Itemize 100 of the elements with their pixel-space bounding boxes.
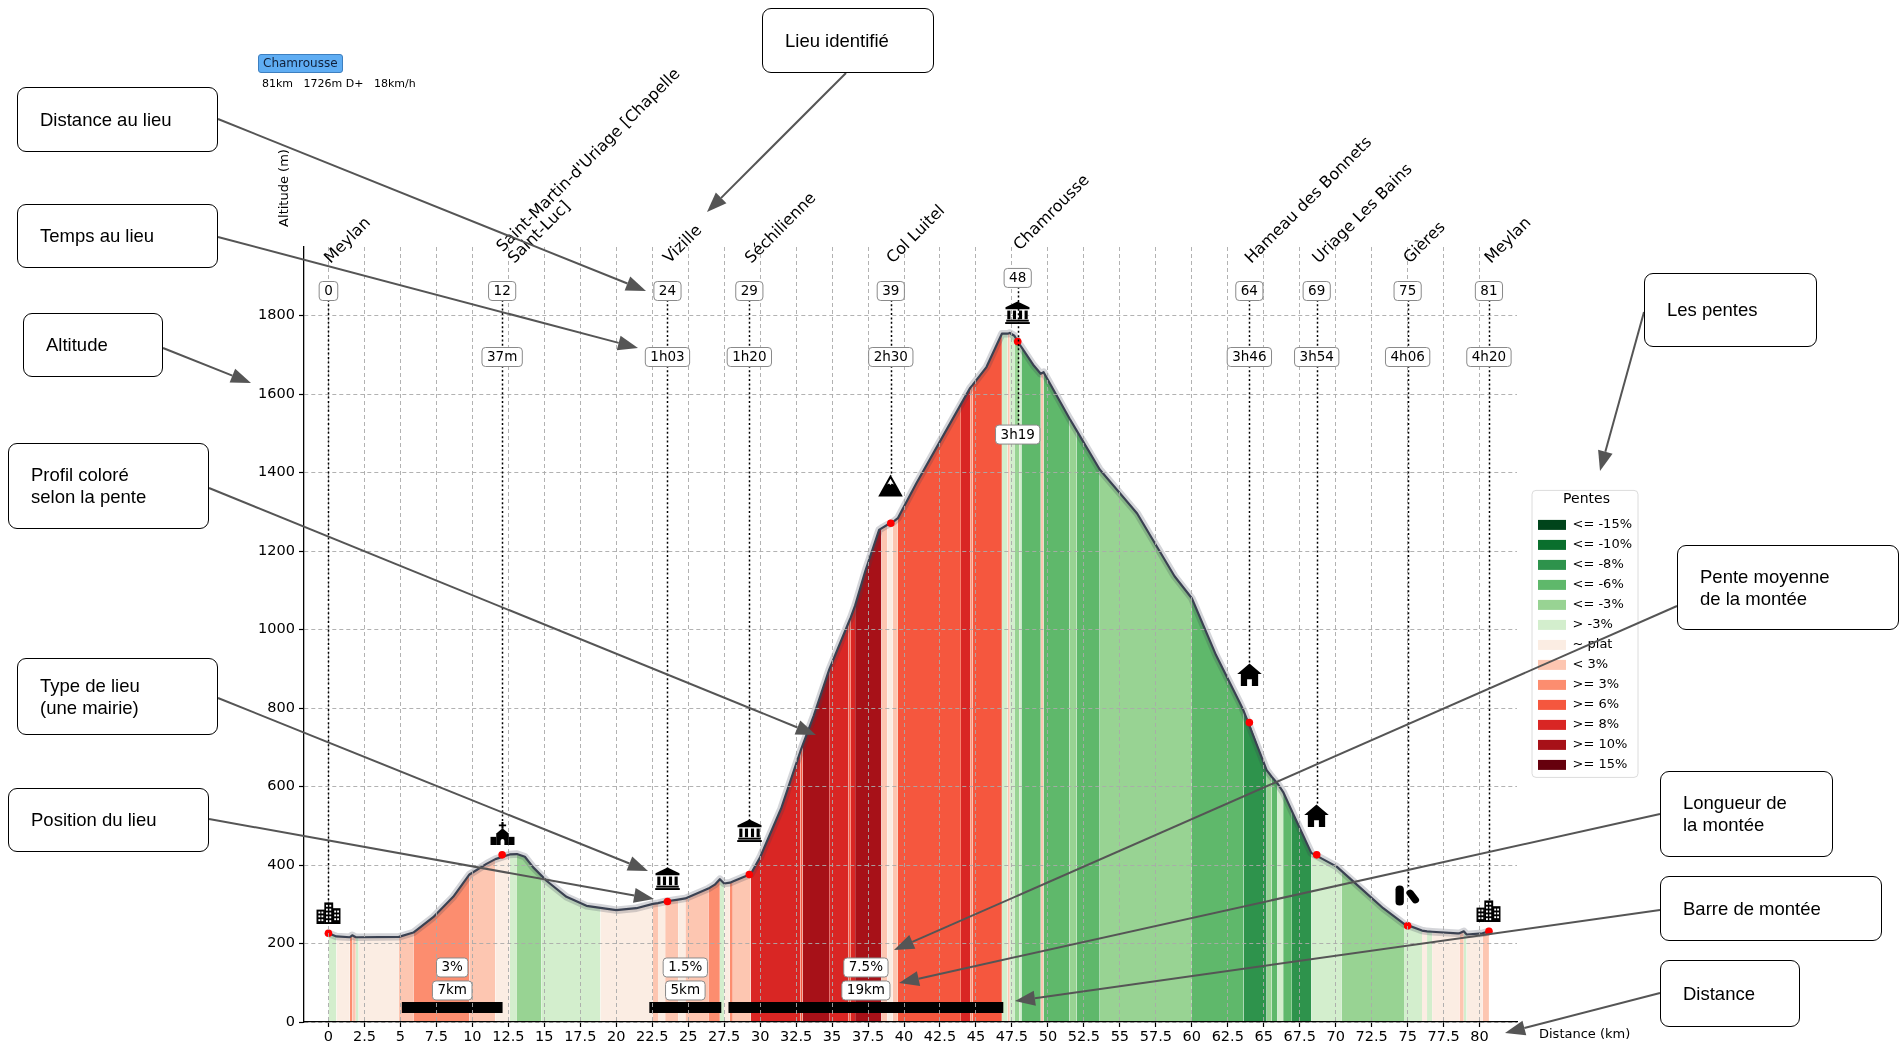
point [663, 897, 672, 906]
x-tick-label: 2.5 [352, 1028, 376, 1045]
legend-label: >= 8% [1572, 716, 1620, 732]
annotation: 7.5% [848, 958, 884, 975]
y-tick-label: 1600 [258, 384, 295, 401]
x-tick-label: 17.5 [564, 1028, 597, 1045]
x-tick-label: 50 [1038, 1028, 1058, 1045]
annotation: 4h20 [1471, 348, 1507, 364]
x-tick-label: 57.5 [1139, 1028, 1172, 1045]
annotation: 48 [1009, 268, 1027, 285]
point [1245, 718, 1254, 727]
annotation: 0 [324, 282, 333, 298]
point [886, 519, 895, 528]
text: Type de lieu (une mairie) [40, 674, 141, 719]
legend-label: >= 15% [1572, 756, 1628, 772]
x-tick-label: 22.5 [636, 1028, 669, 1045]
point [324, 929, 333, 938]
x-tick-label: 70 [1326, 1028, 1345, 1045]
x-tick-label: 27.5 [708, 1028, 741, 1045]
x-tick-label: 15 [535, 1028, 554, 1045]
x-tick-label: 40 [894, 1028, 914, 1045]
text: Lieu identifié [785, 29, 889, 52]
x-tick-label: 72.5 [1355, 1028, 1388, 1045]
y-tick-label: 0 [285, 1012, 295, 1029]
text: Distance [1683, 982, 1755, 1005]
x-tick-label: 75 [1398, 1028, 1417, 1045]
legend-label: >= 10% [1572, 736, 1628, 752]
annotation: 1.5% [668, 958, 703, 975]
point [498, 851, 506, 859]
x-tick-label: 12.5 [492, 1028, 525, 1045]
x-tick-label: 32.5 [779, 1028, 813, 1045]
text: Profil coloré selon la pente [31, 464, 148, 508]
legend-title: Pentes [1563, 490, 1610, 507]
legend-label: <= -3% [1572, 596, 1624, 612]
annotation: 1h20 [732, 348, 767, 364]
legend-label: >= 3% [1572, 676, 1620, 692]
annotation: 39 [882, 282, 900, 298]
x-tick-label: 55 [1110, 1028, 1130, 1045]
text: Pente moyenne de la montée [1700, 565, 1831, 610]
point [1403, 922, 1412, 930]
point [1013, 337, 1022, 346]
text: Distance au lieu [40, 108, 172, 131]
text: Temps au lieu [40, 225, 155, 247]
x-axis-title: Distance (km) [1539, 1026, 1631, 1042]
x-tick-label: 80 [1470, 1028, 1489, 1045]
chart-subtitle: 81km 1726m D+ 18km/h [262, 77, 416, 91]
annotation: 81 [1480, 282, 1498, 298]
annotation: 37m [486, 348, 518, 364]
x-tick-label: 42.5 [923, 1028, 957, 1045]
x-tick-label: 60 [1182, 1028, 1202, 1045]
annotation: 12 [493, 282, 511, 298]
y-tick-label: 1800 [258, 306, 295, 323]
annotation: 3% [441, 958, 464, 975]
x-tick-label: 5 [395, 1028, 406, 1045]
x-tick-label: 25 [678, 1028, 698, 1045]
annotation: 3h46 [1232, 348, 1267, 364]
x-tick-label: 45 [966, 1028, 986, 1045]
x-tick-label: 0 [323, 1028, 334, 1045]
x-tick-label: 7.5 [424, 1028, 448, 1045]
y-tick-label: 1000 [258, 620, 295, 637]
point [745, 870, 754, 879]
legend-label: <= -6% [1572, 576, 1624, 592]
text: Position du lieu [31, 809, 157, 831]
y-tick-label: 1200 [258, 541, 295, 558]
x-tick-label: 10 [463, 1028, 482, 1045]
legend-label: <= -15% [1572, 516, 1633, 532]
x-tick-label: 35 [822, 1028, 842, 1045]
legend-label: < 3% [1572, 656, 1609, 672]
annotation: 5km [670, 981, 701, 998]
y-tick-label: 800 [267, 698, 295, 715]
y-tick-label: 200 [267, 934, 295, 951]
x-tick-label: 30 [750, 1028, 770, 1045]
text: Altitude [46, 334, 108, 356]
chart-title: Chamrousse [258, 54, 343, 73]
annotation: 3h19 [1000, 425, 1035, 442]
y-axis-title: Altitude (m) [276, 149, 292, 227]
point [1312, 851, 1321, 859]
x-tick-label: 47.5 [995, 1028, 1029, 1045]
x-tick-label: 20 [607, 1028, 626, 1045]
text: Les pentes [1667, 299, 1758, 321]
text: Longueur de la montée [1683, 792, 1788, 836]
text: Barre de montée [1683, 897, 1821, 920]
annotation: 7km [437, 981, 467, 998]
y-tick-label: 1400 [258, 463, 295, 480]
x-tick-label: 77.5 [1427, 1028, 1460, 1045]
x-tick-label: 65 [1254, 1028, 1273, 1045]
annotation: 75 [1399, 282, 1417, 298]
x-tick-label: 62.5 [1211, 1028, 1244, 1045]
annotation: 29 [740, 282, 758, 298]
x-tick-label: 52.5 [1067, 1028, 1101, 1045]
annotation: 2h30 [873, 348, 908, 364]
legend-label: >= 6% [1572, 696, 1620, 712]
y-tick-label: 600 [267, 777, 295, 794]
x-tick-label: 37.5 [851, 1028, 885, 1045]
annotation: 69 [1308, 282, 1326, 298]
annotation: 3h54 [1299, 348, 1334, 364]
legend-label: <= -10% [1572, 536, 1633, 552]
annotation: 64 [1240, 282, 1258, 298]
legend-label: <= -8% [1572, 556, 1624, 572]
annotation: 19km [846, 981, 885, 998]
